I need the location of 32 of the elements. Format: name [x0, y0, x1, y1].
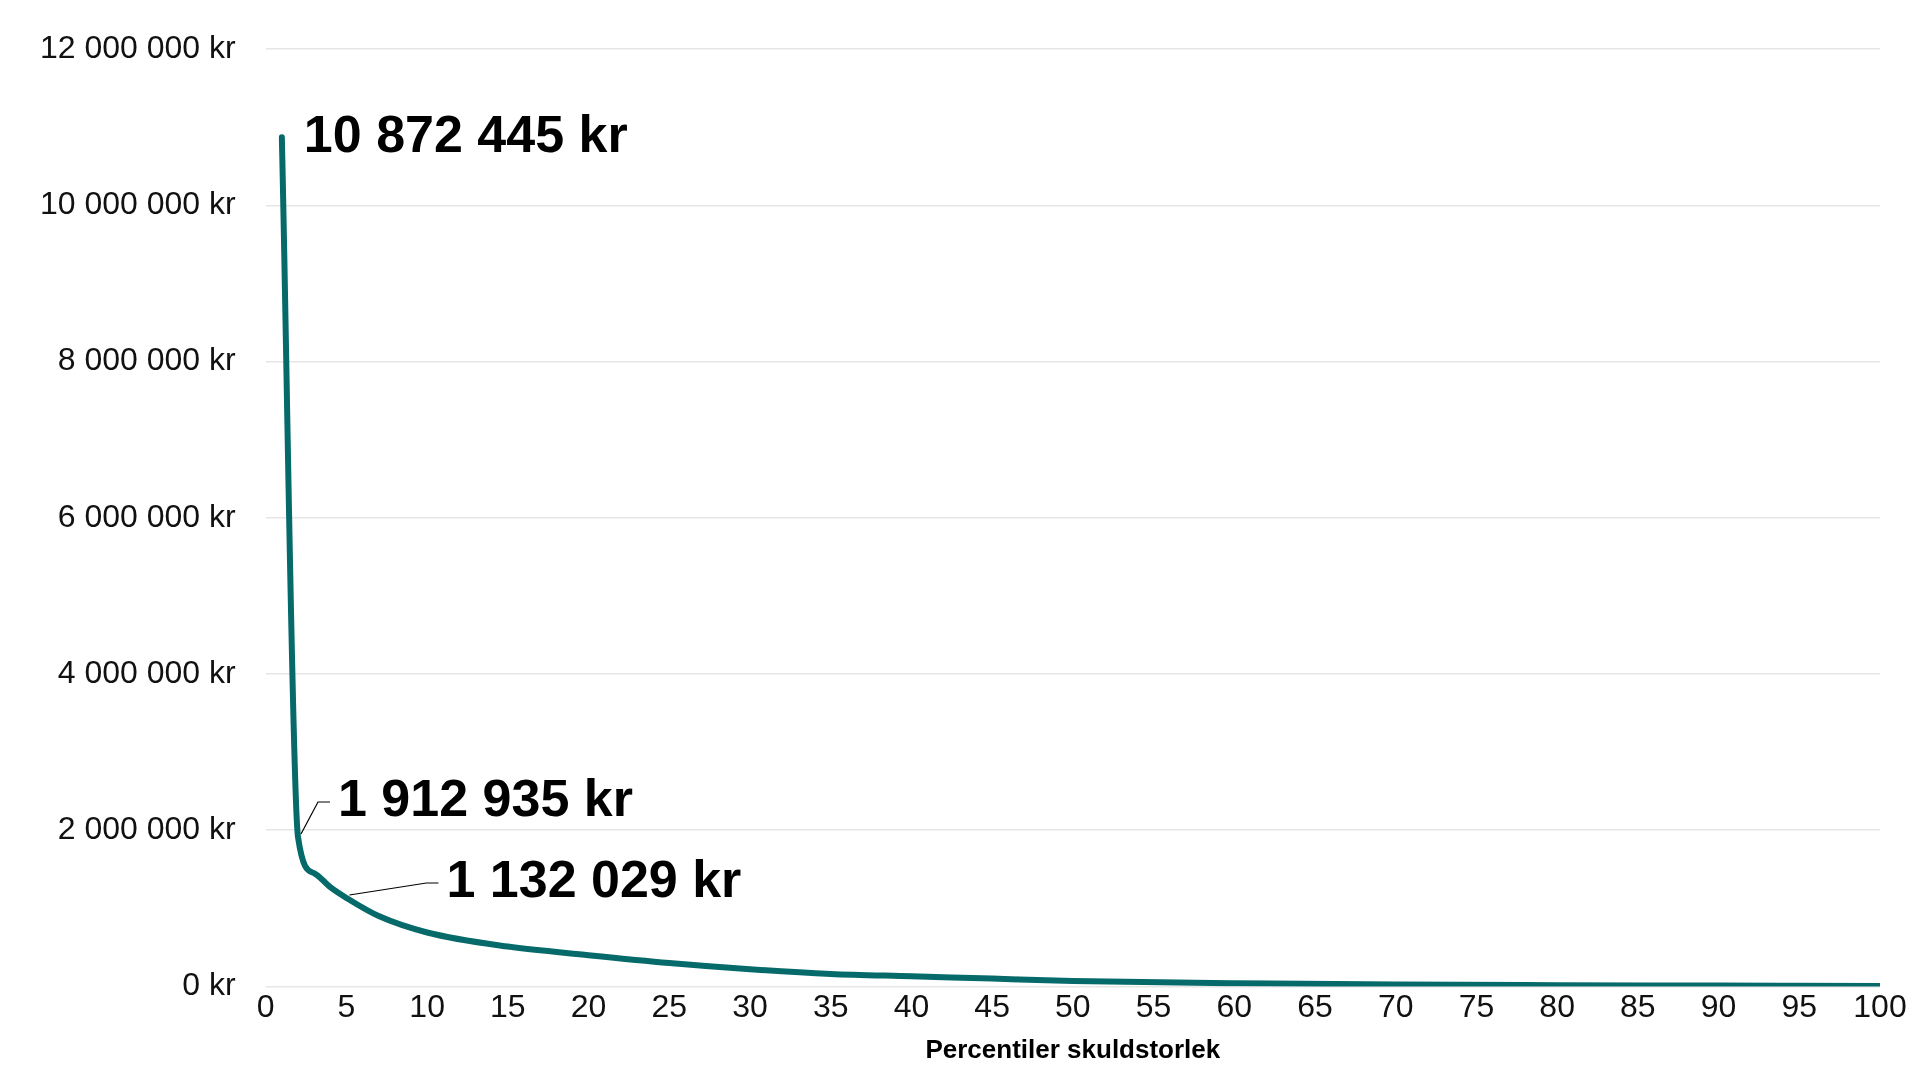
- x-tick-label: 95: [1781, 988, 1818, 1025]
- x-tick-label: 80: [1539, 988, 1575, 1025]
- annotation: 1 912 935 kr: [337, 769, 633, 828]
- x-tick-label: 60: [1216, 988, 1253, 1025]
- x-tick-label: 10: [409, 988, 445, 1025]
- y-tick-label: 0 kr: [182, 966, 237, 1003]
- x-tick-label: 30: [732, 988, 768, 1025]
- y-tick-label: 2 000 000 kr: [57, 810, 237, 847]
- x-tick-label: 20: [570, 988, 607, 1025]
- x-tick-label: 85: [1620, 988, 1656, 1025]
- x-tick-label: 90: [1700, 988, 1737, 1025]
- x-tick-label: 45: [974, 988, 1010, 1025]
- y-tick-label: 10 000 000 kr: [40, 185, 237, 222]
- x-tick-label: 55: [1135, 988, 1172, 1025]
- x-tick-label: 100: [1853, 988, 1907, 1025]
- x-tick-label: 50: [1055, 988, 1091, 1025]
- x-tick-label: 70: [1377, 988, 1414, 1025]
- y-tick-label: 6 000 000 kr: [57, 497, 237, 534]
- y-tick-label: 4 000 000 kr: [57, 653, 237, 690]
- annotation: 10 872 445 kr: [303, 104, 628, 163]
- x-tick-label: 25: [651, 988, 688, 1025]
- x-tick-label: 5: [337, 988, 356, 1025]
- x-tick-label: 0: [256, 988, 275, 1025]
- y-tick-label: 8 000 000 kr: [57, 341, 237, 378]
- x-tick-label: 15: [490, 988, 526, 1025]
- x-tick-label: 75: [1458, 988, 1495, 1025]
- y-tick-label: 12 000 000 kr: [40, 29, 237, 66]
- x-axis-title: Percentiler skuldstorlek: [925, 1033, 1221, 1064]
- x-tick-label: 65: [1297, 988, 1333, 1025]
- x-tick-label: 40: [893, 988, 930, 1025]
- annotation: 1 132 029 kr: [446, 850, 742, 909]
- x-tick-label: 35: [812, 988, 849, 1025]
